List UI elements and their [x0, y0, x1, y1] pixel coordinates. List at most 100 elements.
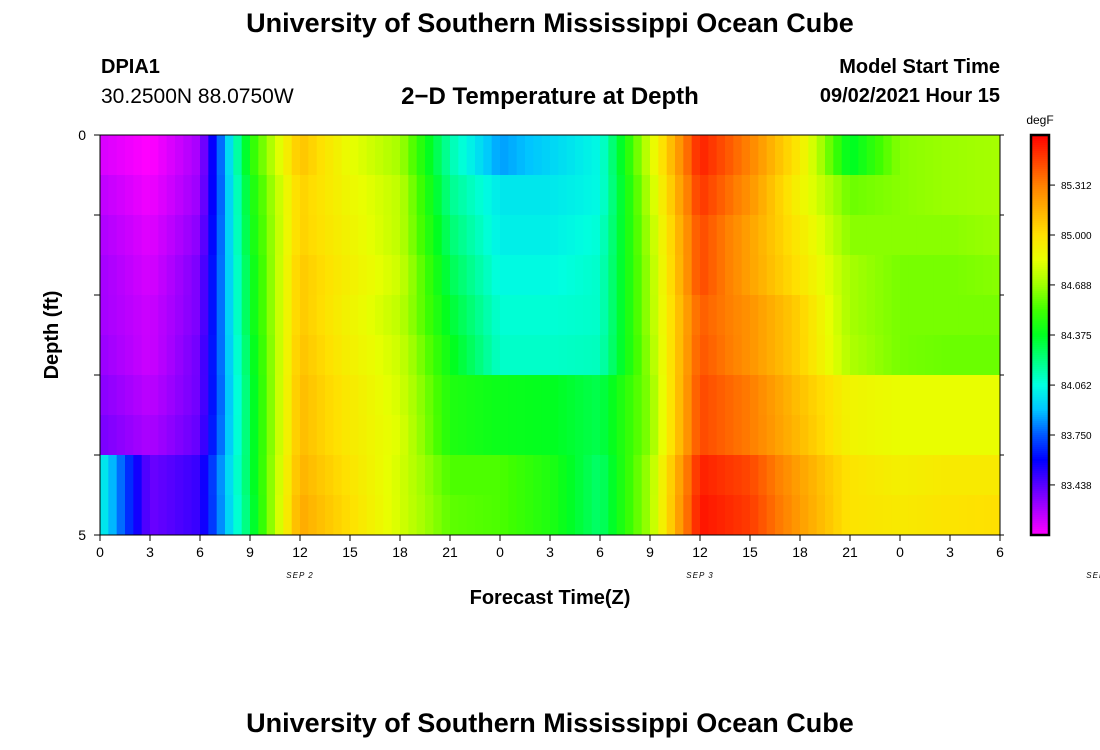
- heatmap-cell: [216, 495, 226, 536]
- colorbar-segment: [1031, 473, 1049, 476]
- heatmap-cell: [491, 255, 501, 296]
- heatmap-cell: [633, 415, 643, 456]
- heatmap-cell: [475, 375, 484, 416]
- heatmap-cell: [825, 215, 834, 256]
- colorbar-tick-label: 84.062: [1061, 381, 1092, 392]
- heatmap-cell: [391, 495, 401, 536]
- heatmap-cell: [216, 215, 226, 256]
- heatmap-cell: [816, 175, 826, 216]
- heatmap-cell: [841, 415, 851, 456]
- heatmap-cell: [616, 175, 626, 216]
- colorbar-segment: [1031, 445, 1049, 448]
- colorbar-segment: [1031, 417, 1049, 420]
- heatmap-cell: [975, 415, 984, 456]
- heatmap-cell: [408, 335, 418, 376]
- heatmap-cell: [491, 175, 501, 216]
- heatmap-cell: [566, 495, 576, 536]
- heatmap-cell: [833, 495, 843, 536]
- heatmap-cell: [608, 455, 618, 496]
- heatmap-cell: [141, 415, 151, 456]
- colorbar-segment: [1031, 349, 1049, 352]
- heatmap-cell: [700, 495, 709, 536]
- heatmap-cell: [458, 175, 468, 216]
- heatmap-cell: [966, 215, 976, 256]
- heatmap-cell: [708, 495, 718, 536]
- heatmap-cell: [675, 415, 684, 456]
- heatmap-cell: [825, 135, 834, 176]
- heatmap-cell: [691, 215, 701, 256]
- heatmap-cell: [716, 495, 726, 536]
- heatmap-cell: [658, 375, 668, 416]
- heatmap-cell: [391, 215, 401, 256]
- heatmap-cell: [550, 375, 559, 416]
- heatmap-cell: [350, 175, 359, 216]
- heatmap-cell: [491, 295, 501, 336]
- heatmap-cell: [533, 495, 543, 536]
- heatmap-cell: [291, 295, 301, 336]
- heatmap-cell: [616, 495, 626, 536]
- heatmap-cell: [183, 215, 193, 256]
- heatmap-cell: [983, 375, 993, 416]
- heatmap-cell: [875, 375, 884, 416]
- heatmap-cell: [325, 495, 334, 536]
- heatmap-cell: [966, 375, 976, 416]
- heatmap-cell: [633, 255, 643, 296]
- heatmap-cell: [141, 175, 151, 216]
- heatmap-cell: [166, 335, 176, 376]
- colorbar-segment: [1031, 291, 1049, 294]
- colorbar-segment: [1031, 253, 1049, 256]
- heatmap-cell: [741, 415, 751, 456]
- heatmap-cell: [758, 335, 768, 376]
- heatmap-cell: [383, 175, 393, 216]
- heatmap-cell: [525, 215, 534, 256]
- heatmap-cell: [900, 135, 909, 176]
- x-tick-label: 0: [96, 544, 104, 560]
- heatmap-cell: [908, 415, 918, 456]
- heatmap-cell: [883, 335, 893, 376]
- heatmap-cell: [483, 255, 493, 296]
- heatmap-cell: [650, 455, 659, 496]
- heatmap-cell: [141, 375, 151, 416]
- colorbar-segment: [1031, 279, 1049, 282]
- heatmap-cell: [400, 215, 409, 256]
- heatmap-cell: [216, 455, 226, 496]
- heatmap-cell: [750, 295, 759, 336]
- heatmap-cell: [800, 135, 809, 176]
- heatmap-cell: [258, 455, 268, 496]
- heatmap-cell: [916, 375, 926, 416]
- colorbar-segment: [1031, 331, 1049, 334]
- heatmap-cell: [875, 255, 884, 296]
- heatmap-cell: [716, 135, 726, 176]
- heatmap-cell: [658, 455, 668, 496]
- heatmap-cell: [908, 215, 918, 256]
- heatmap-cell: [933, 175, 943, 216]
- heatmap-cell: [650, 415, 659, 456]
- heatmap-cell: [283, 175, 293, 216]
- heatmap-cell: [683, 215, 693, 256]
- heatmap-cell: [525, 135, 534, 176]
- heatmap-cell: [125, 135, 134, 176]
- colorbar-segment: [1031, 427, 1049, 430]
- heatmap-cell: [991, 415, 1001, 456]
- heatmap-cell: [341, 295, 351, 336]
- colorbar-segment: [1031, 239, 1049, 242]
- heatmap-cell: [333, 375, 343, 416]
- heatmap-cell: [233, 175, 243, 216]
- heatmap-cell: [850, 495, 859, 536]
- heatmap-cell: [216, 255, 226, 296]
- heatmap-cell: [200, 415, 209, 456]
- heatmap-cell: [225, 255, 234, 296]
- heatmap-cell: [491, 455, 501, 496]
- heatmap-cell: [675, 295, 684, 336]
- x-tick-label: 9: [646, 544, 654, 560]
- colorbar-unit-label: degF: [1026, 113, 1053, 127]
- heatmap-cell: [475, 455, 484, 496]
- heatmap-cell: [166, 495, 176, 536]
- heatmap-cell: [633, 215, 643, 256]
- heatmap-cell: [816, 135, 826, 176]
- heatmap-cell: [650, 295, 659, 336]
- heatmap-cell: [275, 295, 284, 336]
- heatmap-cell: [358, 375, 368, 416]
- heatmap-cell: [350, 375, 359, 416]
- heatmap-cell: [550, 255, 559, 296]
